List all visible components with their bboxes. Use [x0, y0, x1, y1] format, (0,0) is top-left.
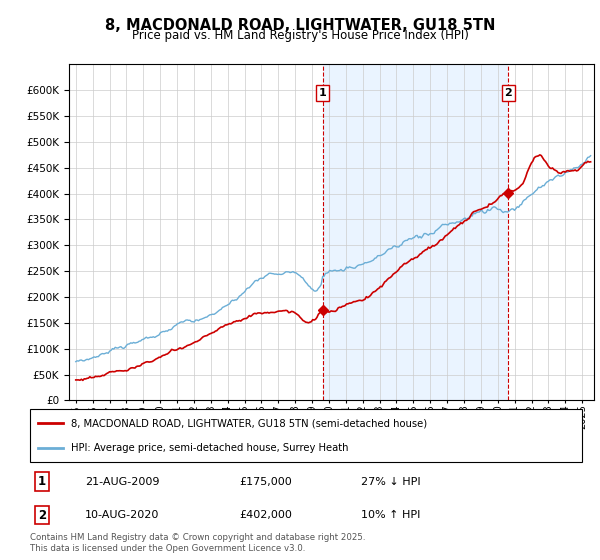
Text: 1: 1: [319, 88, 326, 98]
Text: 21-AUG-2009: 21-AUG-2009: [85, 477, 160, 487]
Text: £175,000: £175,000: [240, 477, 293, 487]
Text: 10% ↑ HPI: 10% ↑ HPI: [361, 510, 421, 520]
Text: 2: 2: [505, 88, 512, 98]
Text: Contains HM Land Registry data © Crown copyright and database right 2025.
This d: Contains HM Land Registry data © Crown c…: [30, 533, 365, 553]
Text: HPI: Average price, semi-detached house, Surrey Heath: HPI: Average price, semi-detached house,…: [71, 442, 349, 452]
Text: 8, MACDONALD ROAD, LIGHTWATER, GU18 5TN (semi-detached house): 8, MACDONALD ROAD, LIGHTWATER, GU18 5TN …: [71, 418, 428, 428]
Text: 10-AUG-2020: 10-AUG-2020: [85, 510, 160, 520]
Text: £402,000: £402,000: [240, 510, 293, 520]
Text: 2: 2: [38, 508, 46, 521]
Text: 1: 1: [38, 475, 46, 488]
FancyBboxPatch shape: [30, 409, 582, 462]
Text: Price paid vs. HM Land Registry's House Price Index (HPI): Price paid vs. HM Land Registry's House …: [131, 29, 469, 42]
Text: 8, MACDONALD ROAD, LIGHTWATER, GU18 5TN: 8, MACDONALD ROAD, LIGHTWATER, GU18 5TN: [105, 18, 495, 33]
Bar: [323, 64, 508, 400]
Text: 27% ↓ HPI: 27% ↓ HPI: [361, 477, 421, 487]
